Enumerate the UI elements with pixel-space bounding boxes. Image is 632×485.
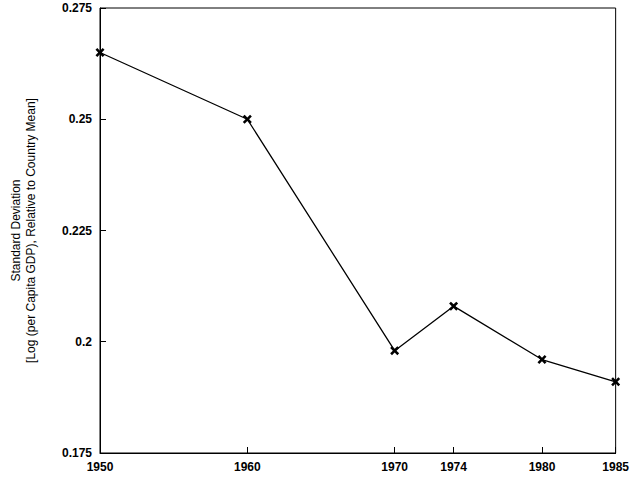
svg-text:[Log (per Capita GDP), Relativ: [Log (per Capita GDP), Relative to Count…	[24, 98, 38, 363]
svg-text:1950: 1950	[87, 460, 114, 474]
svg-text:0.225: 0.225	[62, 224, 92, 238]
svg-text:Standard Deviation: Standard Deviation	[9, 179, 23, 281]
svg-text:0.2: 0.2	[75, 335, 92, 349]
svg-text:1980: 1980	[529, 460, 556, 474]
svg-text:0.175: 0.175	[62, 446, 92, 460]
svg-text:0.275: 0.275	[62, 1, 92, 15]
svg-text:1985: 1985	[602, 460, 629, 474]
svg-text:1960: 1960	[234, 460, 261, 474]
svg-text:1970: 1970	[381, 460, 408, 474]
svg-text:1974: 1974	[440, 460, 467, 474]
svg-text:0.25: 0.25	[69, 112, 93, 126]
